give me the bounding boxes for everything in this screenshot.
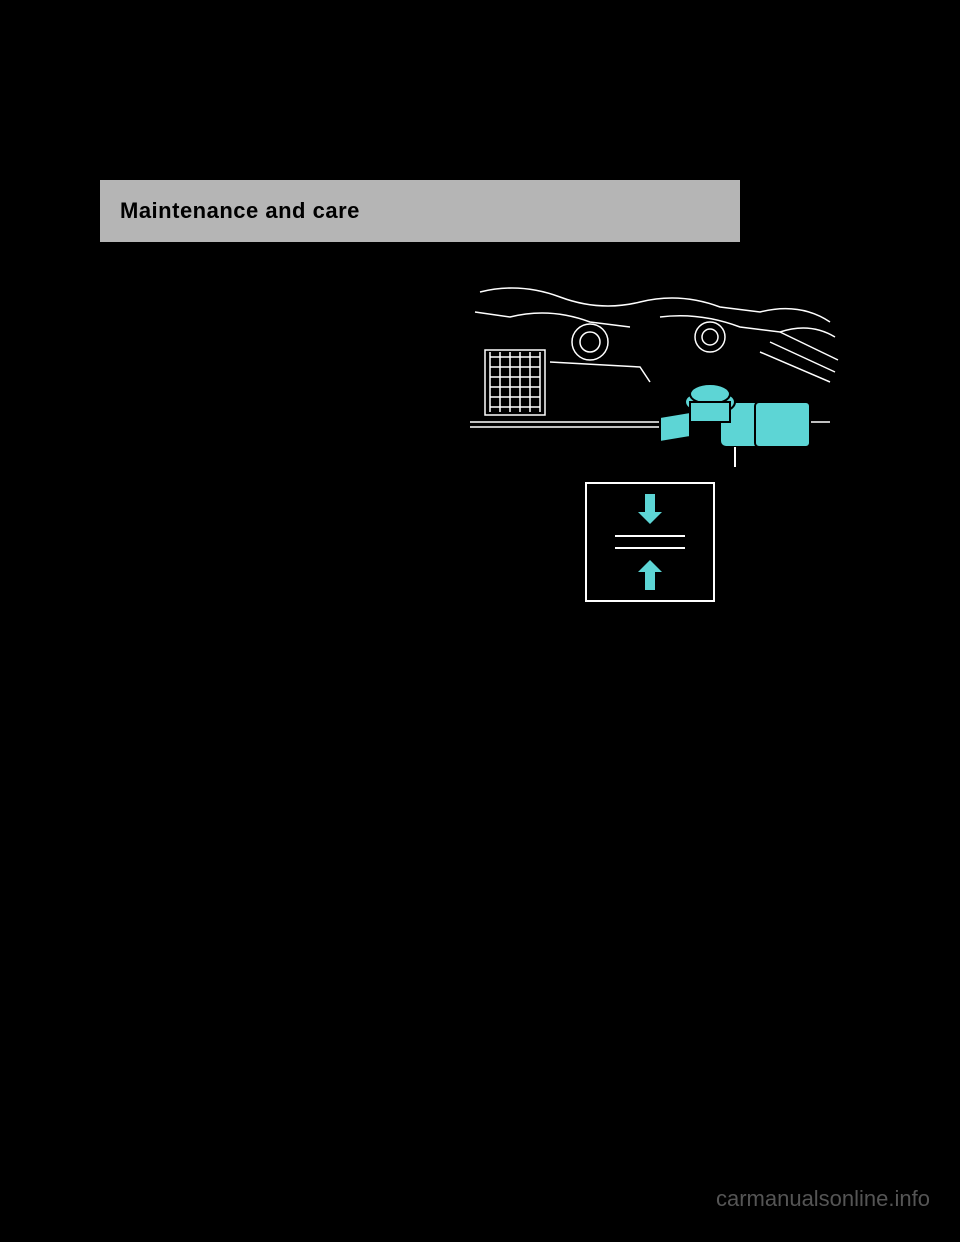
- content-area: [100, 272, 840, 602]
- header-title: Maintenance and care: [120, 198, 720, 224]
- brake-reservoir-diagram: [460, 272, 840, 472]
- engine-diagram: [460, 272, 840, 602]
- arrow-down-icon: [630, 494, 670, 524]
- watermark-text: carmanualsonline.info: [716, 1186, 930, 1212]
- header-bar: Maintenance and care: [100, 180, 740, 242]
- fluid-level-indicator: [585, 482, 715, 602]
- arrow-up-icon: [630, 560, 670, 590]
- max-line: [615, 535, 685, 537]
- brake-reservoir-highlight: [660, 384, 810, 467]
- min-line: [615, 547, 685, 549]
